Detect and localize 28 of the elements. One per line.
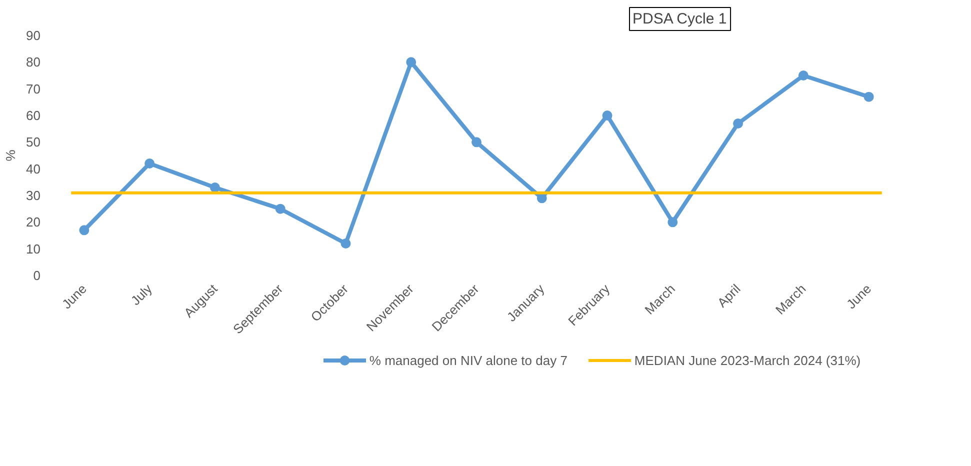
text: PDSA Cycle 1 xyxy=(632,10,727,28)
point xyxy=(340,238,351,248)
y-tick-label: 70 xyxy=(26,81,41,96)
y-tick-label: 90 xyxy=(26,28,41,43)
point xyxy=(733,118,744,128)
y-tick-label: 80 xyxy=(26,54,41,70)
y-tick-label: 10 xyxy=(26,241,41,256)
y-tick-label: 20 xyxy=(26,214,41,230)
y-tick-label: 40 xyxy=(26,161,41,176)
point xyxy=(602,110,612,120)
point xyxy=(79,225,90,236)
point xyxy=(864,92,874,102)
legend-label: % managed on NIV alone to day 7 xyxy=(369,353,568,368)
point xyxy=(406,57,416,68)
point xyxy=(472,137,482,148)
point xyxy=(144,158,155,168)
point xyxy=(275,204,286,214)
y-tick-label: 50 xyxy=(26,134,41,150)
point xyxy=(536,193,547,204)
point xyxy=(798,70,808,80)
y-axis-title: % xyxy=(3,149,18,162)
legend-label: MEDIAN June 2023-March 2024 (31%) xyxy=(634,353,861,368)
point xyxy=(210,182,220,192)
y-tick-label: 0 xyxy=(33,268,41,283)
y-tick-label: 30 xyxy=(26,188,41,203)
y-tick-label: 60 xyxy=(26,108,41,123)
x-tick-label: July xyxy=(128,280,156,308)
point xyxy=(668,217,678,228)
